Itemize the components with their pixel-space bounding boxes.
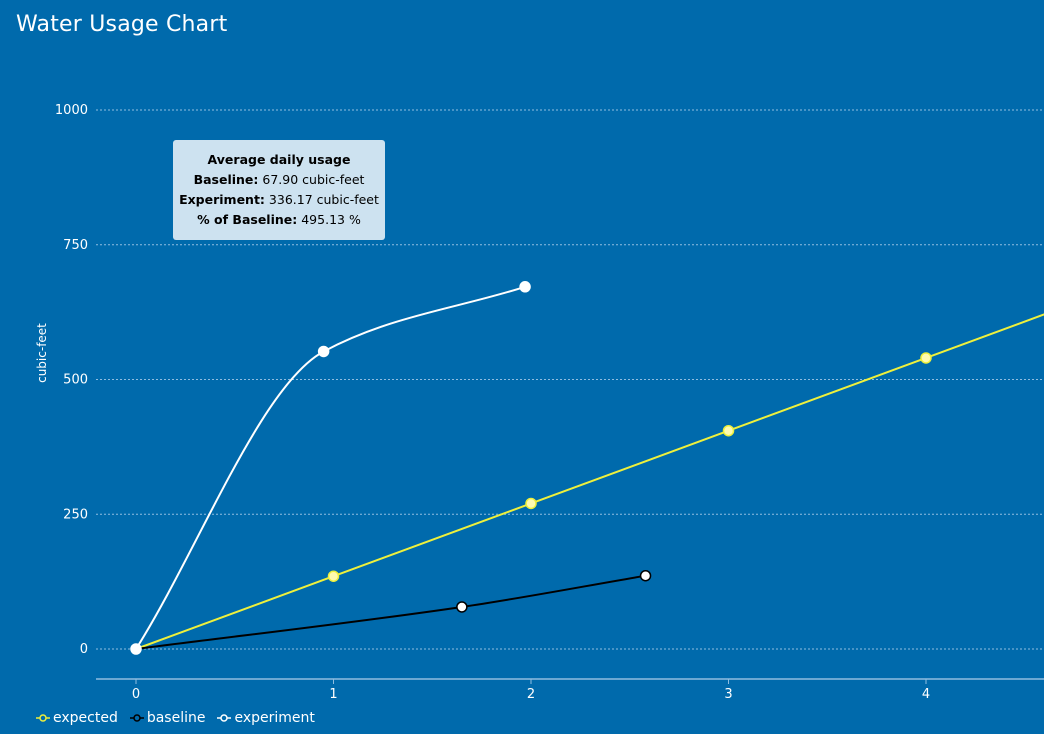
- tick-labels: 0 250 500 750 1000 0 1 2 3 4: [55, 103, 930, 702]
- y-axis-label: cubic-feet: [35, 323, 49, 383]
- data-point-experiment[interactable]: [130, 643, 142, 655]
- y-tick-label: 500: [63, 373, 88, 388]
- legend-swatch-experiment: [217, 714, 232, 722]
- y-tick-label: 0: [80, 642, 88, 657]
- x-tick-label: 1: [329, 687, 337, 702]
- tooltip: Average daily usage Baseline: 67.90 cubi…: [173, 140, 385, 240]
- data-point-expected[interactable]: [920, 352, 932, 364]
- data-point-expected[interactable]: [722, 424, 735, 437]
- legend-label-baseline: baseline: [146, 710, 206, 726]
- legend: expected baseline experiment: [36, 710, 315, 726]
- legend-label-expected: expected: [53, 710, 118, 726]
- data-point-baseline[interactable]: [639, 569, 652, 582]
- legend-item-expected[interactable]: expected: [36, 710, 118, 726]
- data-point-experiment[interactable]: [317, 345, 330, 358]
- tooltip-heading: Average daily usage: [207, 152, 351, 167]
- series-lines: [135, 285, 1044, 650]
- series-line-baseline: [135, 574, 646, 650]
- grid-lines: [96, 109, 1044, 650]
- x-tick-label: 0: [132, 687, 140, 702]
- legend-swatch-baseline: [129, 714, 144, 722]
- y-tick-label: 750: [63, 238, 88, 253]
- y-tick-label: 250: [63, 507, 88, 522]
- tooltip-row-baseline: Baseline: 67.90 cubic-feet: [193, 172, 365, 187]
- series-markers: [130, 281, 932, 655]
- chart-title: Water Usage Chart: [16, 12, 228, 37]
- tooltip-row-experiment: Experiment: 336.17 cubic-feet: [179, 192, 379, 207]
- data-point-baseline[interactable]: [456, 601, 468, 613]
- x-tick-label: 4: [922, 687, 930, 702]
- x-tick-label: 3: [724, 687, 732, 702]
- data-point-expected[interactable]: [327, 570, 340, 582]
- legend-swatch-expected: [36, 714, 50, 722]
- series-line-experiment: [135, 285, 526, 650]
- y-tick-label: 1000: [55, 103, 88, 118]
- legend-label-experiment: experiment: [234, 710, 315, 726]
- data-point-experiment[interactable]: [519, 281, 531, 293]
- legend-item-experiment[interactable]: experiment: [217, 710, 315, 726]
- x-axis: [96, 678, 1044, 684]
- tooltip-row-percent: % of Baseline: 495.13 %: [197, 212, 361, 227]
- legend-item-baseline[interactable]: baseline: [129, 710, 206, 726]
- data-point-expected[interactable]: [525, 497, 537, 510]
- series-line-expected: [135, 313, 1044, 650]
- x-tick-label: 2: [527, 687, 535, 702]
